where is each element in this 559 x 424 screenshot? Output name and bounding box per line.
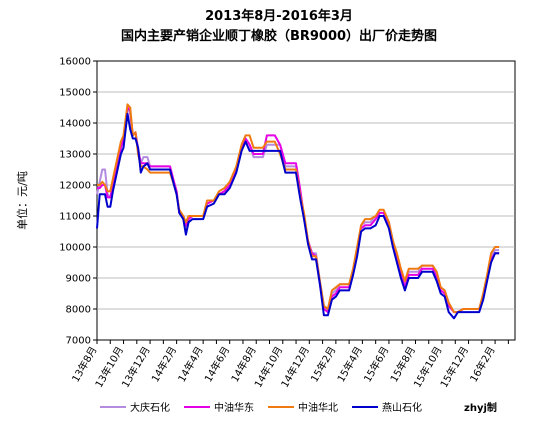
legend-label: 中油华北 bbox=[298, 401, 338, 414]
legend-label: 燕山石化 bbox=[382, 401, 422, 414]
y-tick-label: 13000 bbox=[59, 150, 91, 161]
y-tick-label: 14000 bbox=[59, 119, 91, 130]
y-tick-label: 8000 bbox=[66, 305, 91, 316]
legend: 大庆石化 中油华东 中油华北 燕山石化 bbox=[100, 401, 422, 414]
plot-area bbox=[96, 60, 516, 341]
y-tick-label: 10000 bbox=[59, 243, 91, 254]
x-tick-label: 15年6月 bbox=[361, 344, 392, 384]
x-tick-label: 14年6月 bbox=[201, 344, 232, 384]
series-lines bbox=[96, 103, 500, 320]
x-tick-label: 14年2月 bbox=[148, 344, 179, 384]
y-tick-label: 11000 bbox=[59, 212, 91, 223]
x-tick-label: 15年8月 bbox=[387, 344, 418, 384]
y-tick-label: 16000 bbox=[59, 57, 91, 68]
x-axis-ticks: 13年8月13年10月13年12月14年2月14年4月14年6月14年8月14年… bbox=[69, 340, 509, 390]
series-line bbox=[97, 106, 500, 314]
x-tick-label: 13年8月 bbox=[69, 344, 100, 384]
chart-subtitle: 国内主要产销企业顺丁橡胶（BR9000）出厂价走势图 bbox=[121, 28, 437, 44]
y-tick-label: 15000 bbox=[59, 88, 91, 99]
series-line bbox=[96, 112, 500, 320]
grid-lines bbox=[97, 91, 515, 310]
x-tick-label: 15年2月 bbox=[308, 344, 339, 384]
x-tick-label: 15年4月 bbox=[334, 344, 365, 384]
x-tick-label: 16年2月 bbox=[467, 344, 498, 384]
legend-label: 中油华东 bbox=[214, 401, 254, 414]
x-tick-label: 14年4月 bbox=[175, 344, 206, 384]
credit-label: zhyj制 bbox=[464, 401, 497, 414]
y-tick-label: 7000 bbox=[66, 336, 91, 347]
y-tick-label: 9000 bbox=[66, 274, 91, 285]
y-tick-label: 12000 bbox=[59, 181, 91, 192]
chart-title: 2013年8月-2016年3月 bbox=[205, 8, 353, 24]
x-tick-label: 14年8月 bbox=[228, 344, 259, 384]
y-axis-label: 单位：元/吨 bbox=[15, 171, 29, 230]
legend-label: 大庆石化 bbox=[130, 401, 170, 414]
y-axis-ticks: 7000 8000 9000 10000 11000 12000 13000 14000 150… bbox=[59, 57, 97, 347]
